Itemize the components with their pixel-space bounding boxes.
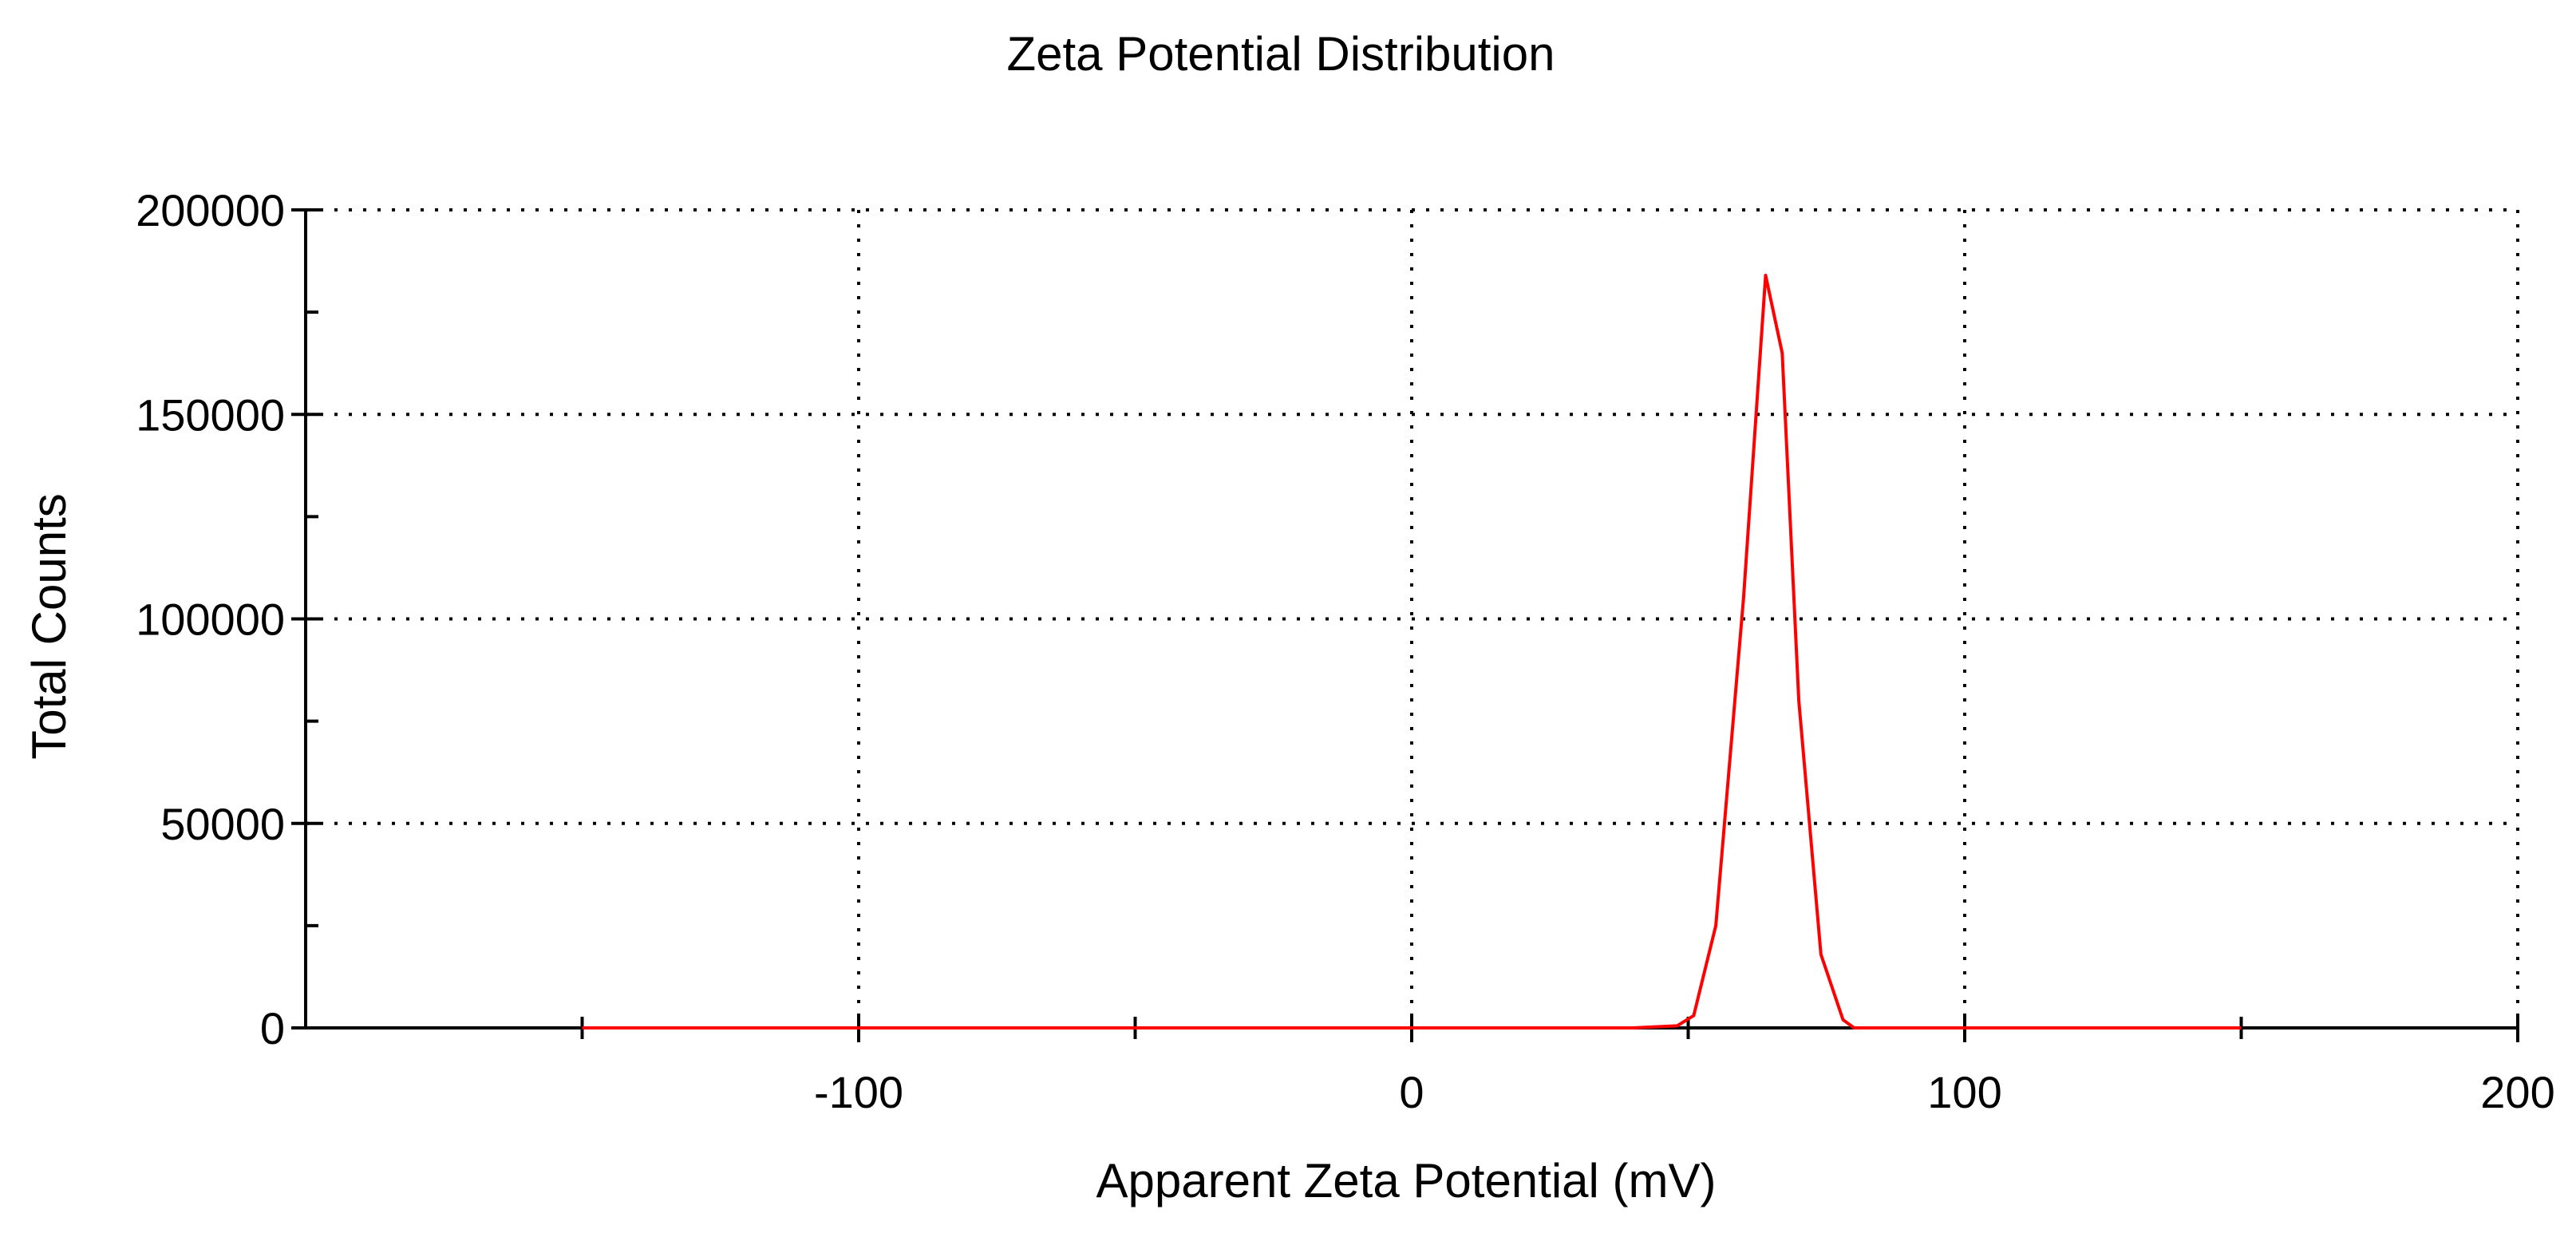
x-tick-label: 0 — [1399, 1067, 1424, 1117]
tick-labels: -100 0 100 200 0 50000 100000 150000 200000 — [136, 185, 2555, 1117]
y-tick-label: 50000 — [160, 799, 285, 849]
x-axis-label: Apparent Zeta Potential (mV) — [1096, 1154, 1716, 1207]
y-tick-label: 150000 — [136, 389, 285, 440]
series-layer — [582, 274, 2242, 1029]
series-line — [582, 274, 2242, 1029]
x-tick-label: 100 — [1927, 1067, 2001, 1117]
y-tick-label: 200000 — [136, 185, 285, 235]
y-tick-label: 0 — [260, 1003, 285, 1053]
chart-title: Zeta Potential Distribution — [1006, 27, 1555, 81]
y-tick-label: 100000 — [136, 595, 285, 645]
x-tick-label: 200 — [2480, 1067, 2554, 1117]
axis-ticks — [291, 208, 2519, 1042]
y-axis-label: Total Counts — [22, 493, 76, 760]
x-tick-label: -100 — [814, 1067, 903, 1117]
grid-lines — [306, 208, 2519, 1028]
